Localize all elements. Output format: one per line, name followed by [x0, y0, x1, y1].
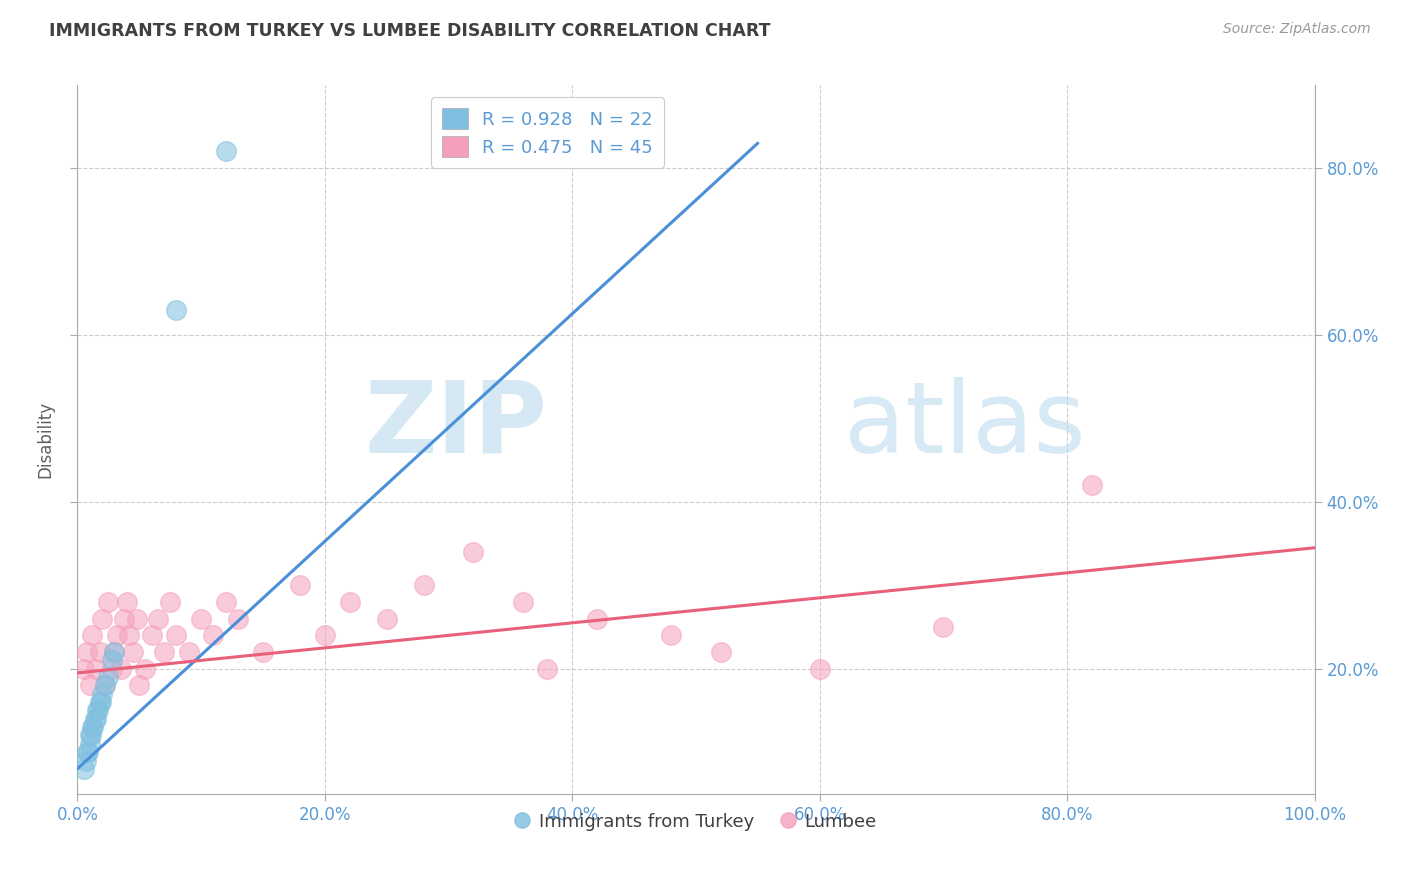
Y-axis label: Disability: Disability — [37, 401, 55, 478]
Point — [82, 628, 104, 642]
Point — [375, 612, 398, 626]
Point — [165, 628, 187, 642]
Point — [77, 745, 100, 759]
Point — [79, 729, 101, 743]
Point — [103, 645, 125, 659]
Point — [128, 678, 150, 692]
Point — [105, 628, 128, 642]
Point — [72, 762, 94, 776]
Point — [122, 645, 145, 659]
Point — [125, 612, 148, 626]
Point — [91, 612, 114, 626]
Point — [103, 645, 125, 659]
Point — [79, 678, 101, 692]
Legend: Immigrants from Turkey, Lumbee: Immigrants from Turkey, Lumbee — [508, 805, 884, 838]
Point — [288, 578, 311, 592]
Point — [1081, 478, 1104, 492]
Point — [72, 662, 94, 676]
Point — [808, 662, 831, 676]
Point — [93, 678, 115, 692]
Point — [97, 670, 120, 684]
Point — [190, 612, 212, 626]
Point — [83, 712, 105, 726]
Point — [87, 703, 110, 717]
Point — [79, 737, 101, 751]
Point — [146, 612, 169, 626]
Point — [710, 645, 733, 659]
Point — [512, 595, 534, 609]
Point — [226, 612, 249, 626]
Point — [153, 645, 176, 659]
Point — [82, 720, 104, 734]
Point — [659, 628, 682, 642]
Point — [97, 595, 120, 609]
Point — [76, 645, 98, 659]
Point — [159, 595, 181, 609]
Point — [90, 695, 112, 709]
Text: atlas: atlas — [845, 376, 1085, 474]
Point — [80, 729, 103, 743]
Point — [75, 754, 97, 768]
Point — [86, 703, 108, 717]
Point — [314, 628, 336, 642]
Point — [339, 595, 361, 609]
Point — [215, 145, 238, 159]
Point — [586, 612, 609, 626]
Point — [463, 545, 485, 559]
Point — [536, 662, 558, 676]
Point — [112, 612, 135, 626]
Point — [118, 628, 141, 642]
Point — [84, 662, 107, 676]
Point — [76, 745, 98, 759]
Point — [93, 678, 115, 692]
Point — [202, 628, 225, 642]
Point — [89, 695, 111, 709]
Point — [141, 628, 163, 642]
Point — [134, 662, 156, 676]
Point — [932, 620, 955, 634]
Point — [84, 712, 107, 726]
Text: Source: ZipAtlas.com: Source: ZipAtlas.com — [1223, 22, 1371, 37]
Point — [89, 645, 111, 659]
Point — [165, 303, 187, 318]
Point — [82, 720, 104, 734]
Point — [101, 662, 124, 676]
Text: ZIP: ZIP — [364, 376, 547, 474]
Point — [215, 595, 238, 609]
Point — [177, 645, 200, 659]
Text: IMMIGRANTS FROM TURKEY VS LUMBEE DISABILITY CORRELATION CHART: IMMIGRANTS FROM TURKEY VS LUMBEE DISABIL… — [49, 22, 770, 40]
Point — [252, 645, 274, 659]
Point — [101, 653, 124, 667]
Point — [412, 578, 434, 592]
Point — [115, 595, 138, 609]
Point — [110, 662, 132, 676]
Point — [91, 687, 114, 701]
